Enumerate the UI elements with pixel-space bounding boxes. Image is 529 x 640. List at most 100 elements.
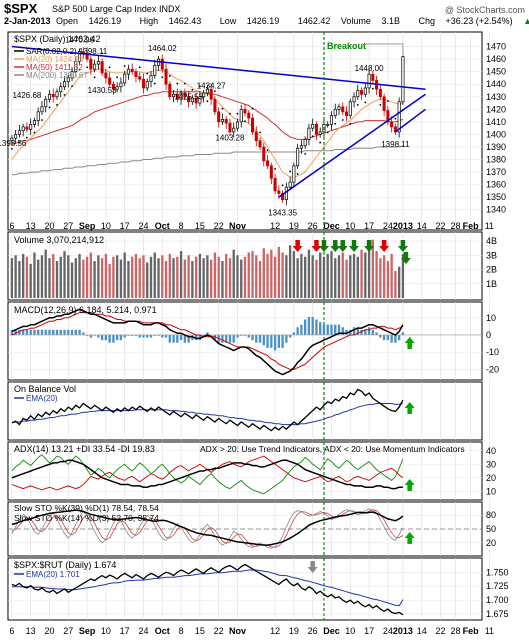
y-tick-label: 1360	[486, 180, 506, 190]
sar-dot	[296, 173, 299, 175]
volume-bar	[296, 258, 299, 298]
volume-bar	[326, 253, 329, 298]
candle-body	[397, 101, 401, 133]
macd-histogram-bar	[345, 329, 348, 335]
sar-dot	[311, 135, 314, 138]
fast-sto-d-line	[11, 509, 404, 548]
macd-histogram-bar	[307, 316, 311, 335]
sar-dot	[123, 65, 126, 67]
candle-body	[333, 108, 337, 116]
volume-bar	[21, 253, 25, 298]
y-tick-label: 1340	[486, 205, 506, 215]
x-tick-label-bottom: 15	[195, 626, 205, 636]
macd-histogram-bar	[303, 319, 307, 335]
slow-sto-k-line	[11, 509, 404, 546]
x-tick-label-bottom: 11	[485, 626, 494, 636]
macd-histogram-bar	[44, 329, 47, 335]
macd-histogram-bar	[198, 334, 202, 341]
x-tick-label-bottom: 24	[138, 626, 148, 636]
x-tick-label-top: 10	[345, 221, 355, 231]
volume-bar	[82, 259, 85, 298]
adx-note: ADX > 20: Use Trend Indicators, ADX < 20…	[200, 444, 465, 454]
macd-histogram-bar	[194, 334, 198, 341]
macd-histogram-bar	[341, 327, 344, 335]
volume-bar	[48, 258, 51, 298]
volume-bar	[164, 261, 168, 298]
candle-body	[401, 56, 405, 103]
x-tick-label-bottom: 13	[26, 626, 36, 636]
volume-bar	[251, 251, 254, 298]
macd-histogram-bar	[67, 329, 70, 335]
macd-histogram-bar	[228, 334, 232, 343]
volume-bar	[100, 258, 104, 298]
volume-bar	[300, 253, 303, 298]
candle-body	[175, 93, 179, 100]
obv-ema-line	[11, 403, 404, 426]
y-tick-label: 1390	[486, 142, 506, 152]
candle-body	[326, 124, 330, 126]
candle-body	[251, 117, 255, 133]
volume-bar	[337, 255, 341, 298]
macd-histogram-bar	[138, 334, 141, 338]
macd-up-arrow	[404, 337, 415, 349]
volume-bar	[14, 255, 17, 298]
macd-histogram-bar	[288, 334, 292, 338]
volume-bar	[85, 256, 89, 298]
macd-histogram-bar	[134, 334, 138, 336]
candle-body	[262, 146, 266, 162]
volume-bar	[10, 258, 14, 298]
candle-body	[224, 119, 228, 124]
macd-histogram-bar	[146, 334, 149, 338]
ma200-line	[11, 145, 404, 176]
macd-histogram-bar	[356, 327, 359, 335]
macd-histogram-bar	[326, 324, 329, 335]
quote-open: Open 1426.19	[56, 16, 122, 26]
sar-dot	[116, 76, 119, 79]
macd-histogram-bar	[78, 329, 81, 335]
volume-bar	[236, 255, 239, 298]
credit-label: @ StockCharts.com	[444, 5, 525, 15]
sar-dot	[108, 66, 111, 69]
candle-body	[179, 92, 183, 100]
x-tick-label-bottom: Dec	[323, 626, 340, 636]
candle-body	[78, 51, 82, 62]
macd-histogram-bar	[240, 334, 243, 336]
volume-bar	[161, 255, 164, 298]
macd-histogram-bar	[48, 329, 51, 335]
volume-bar	[232, 249, 235, 298]
macd-histogram-bar	[285, 334, 288, 343]
volume-bar	[217, 256, 220, 298]
macd-histogram-bar	[97, 334, 100, 338]
price-title: $SPX (Daily) 1462.42	[14, 34, 101, 44]
x-tick-label-bottom: Nov	[229, 626, 246, 636]
price-annotation: 1398.11	[381, 140, 410, 149]
sar-dot	[183, 82, 186, 85]
candle-body	[145, 81, 149, 89]
volume-bar	[108, 263, 111, 298]
ratio-title: $SPX:$RUT (Daily) 1.674	[14, 560, 116, 570]
sar-dot	[244, 120, 246, 123]
macd-histogram-bar	[37, 329, 40, 335]
volume-bar	[352, 253, 356, 298]
volume-bar	[138, 258, 141, 298]
sar-dot	[304, 152, 307, 155]
volume-bar	[172, 258, 175, 298]
macd-histogram-bar	[266, 334, 269, 348]
candle-body	[228, 122, 232, 133]
volume-bar	[386, 261, 390, 298]
macd-histogram-bar	[89, 334, 93, 338]
macd-histogram-bar	[74, 329, 77, 335]
y-tick-label: 1.700	[486, 595, 509, 605]
y-tick-label: 1430	[486, 92, 506, 102]
volume-bar	[191, 261, 194, 298]
volume-bar	[206, 255, 209, 298]
macd-histogram-bar	[18, 329, 21, 335]
sar-dot	[334, 122, 337, 125]
x-tick-label-bottom: 17	[364, 626, 374, 636]
candle-body	[100, 61, 104, 74]
volume-bar	[29, 263, 32, 298]
y-tick-label: 20	[486, 473, 496, 483]
volume-bar	[59, 256, 62, 298]
sar-dot	[41, 119, 43, 121]
volume-bar	[134, 253, 138, 298]
